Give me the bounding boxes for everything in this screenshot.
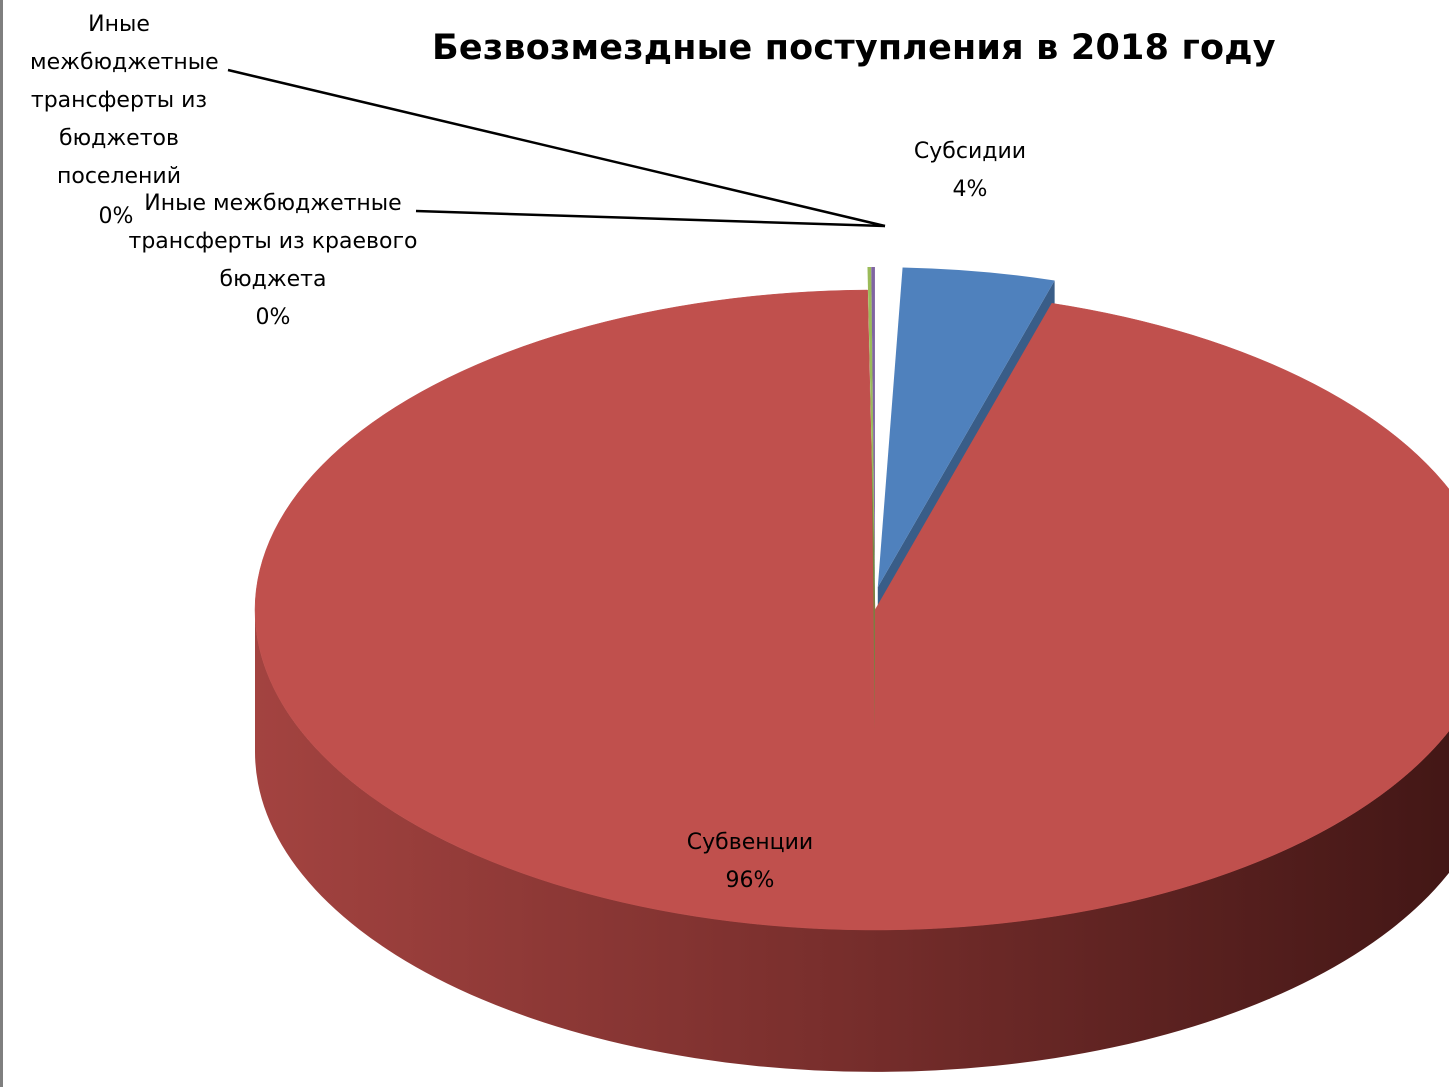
pie-slice-3	[871, 267, 875, 588]
data-label-settlements-line2: межбюджетные	[30, 50, 219, 75]
pie-slice-top-3	[871, 267, 875, 588]
data-label-settlements: Иные межбюджетные трансферты из бюджетов…	[30, 6, 219, 196]
data-label-subsidies-name: Субсидии	[913, 139, 1027, 164]
data-label-subventions-pct: 96%	[725, 868, 775, 893]
data-label-subventions: Субвенции 96%	[670, 824, 830, 900]
data-label-regional: Иные межбюджетные трансферты из краевого…	[118, 185, 428, 337]
data-label-settlements-line1: Иные	[88, 12, 150, 37]
leader-line-settlements	[227, 68, 886, 228]
chart-frame-edge	[0, 0, 3, 1087]
data-label-regional-line1: Иные межбюджетные	[144, 191, 402, 216]
pie-slice-top-2	[867, 267, 875, 588]
data-label-regional-pct: 0%	[255, 305, 291, 330]
pie-slice-side-1	[255, 610, 1449, 1072]
pie-slice-top-0	[877, 267, 1055, 588]
data-label-regional-line3: бюджета	[219, 267, 327, 292]
data-label-regional-line2: трансферты из краевого	[128, 229, 418, 254]
data-label-subventions-name: Субвенции	[686, 830, 814, 855]
data-label-subsidies: Субсидии 4%	[905, 133, 1035, 209]
pie-slice-2	[867, 267, 875, 730]
data-label-subsidies-pct: 4%	[952, 177, 988, 202]
data-label-settlements-pct: 0%	[98, 204, 134, 229]
data-label-settlements-line4: бюджетов	[59, 126, 179, 151]
pie-slice-1	[254, 289, 1449, 1072]
leader-line-regional	[415, 209, 886, 228]
pie-slice-top-1	[254, 289, 1449, 931]
data-label-settlements-line5: поселений	[56, 164, 182, 189]
data-label-settlements-line3: трансферты из	[30, 88, 208, 113]
chart-title: Безвозмездные поступления в 2018 году	[432, 28, 1276, 68]
